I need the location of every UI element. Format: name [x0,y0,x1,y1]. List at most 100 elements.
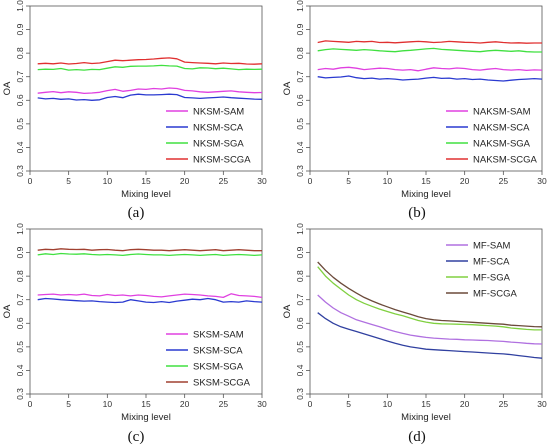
series-line-sksm-sga [37,252,263,257]
series-line-nksm-sga [37,64,263,71]
legend-label: NAKSM-SCA [473,123,530,134]
y-tick-label: 0.9 [295,23,305,35]
y-tick-label: 0.8 [15,47,25,59]
legend-label: SKSM-SCA [193,346,243,357]
plot-frame [309,228,543,395]
series-line-nksm-sam [37,87,263,95]
x-tick-label: 5 [346,176,351,186]
x-tick-label: 10 [383,176,393,186]
chart-panel-1: 0.3 0.4 0.5 0.6 0.7 0.8 0.9 1.0 0 5 10 15 20 25 30 Mixi… [2,0,267,221]
legend: NAKSM-SAM NAKSM-SCA NAKSM-SGA NAKSM-SCGA [446,107,538,166]
x-tick-label: 0 [28,399,33,409]
y-tick-label: 0.7 [295,294,305,306]
series-line-nksm-sca [37,93,263,101]
x-tick-label: 30 [257,176,267,186]
x-tick-label: 20 [180,176,190,186]
series-line-mf-sga [317,266,542,331]
y-tick-label: 0.6 [295,317,305,329]
x-tick-label: 30 [537,399,547,409]
legend-label: MF-SAM [473,241,511,252]
y-tick-label: 0.4 [295,364,305,376]
y-tick-label: 1.0 [295,223,305,235]
x-tick-label: 10 [103,399,113,409]
series-line-sksm-scga [37,248,262,252]
panel-caption: (d) [408,429,426,445]
x-axis-label: Mixing level [121,412,171,423]
y-tick-label: 1.0 [15,223,25,235]
legend-label: MF-SCA [473,257,510,268]
panel-caption: (b) [408,205,426,221]
legend-label: NKSM-SCA [193,123,244,134]
y-tick-label: 0.9 [15,23,25,35]
x-tick-label: 15 [421,399,431,409]
x-tick-label: 0 [308,176,313,186]
legend-label: SKSM-SAM [193,330,244,341]
y-tick-label: 0.8 [295,270,305,282]
x-tick-label: 15 [141,176,151,186]
legend: MF-SAM MF-SCA MF-SGA MF-SCGA [446,241,517,300]
legend: SKSM-SAM SKSM-SCA SKSM-SGA SKSM-SCGA [166,330,251,389]
y-tick-label: 0.7 [15,294,25,306]
x-tick-label: 5 [66,176,71,186]
legend: NKSM-SAM NKSM-SCA NKSM-SGA NKSM-SCGA [166,107,251,166]
y-tick-label: 0.4 [295,141,305,153]
y-tick-label: 1.0 [15,0,25,12]
y-axis-label: OA [282,81,293,95]
y-tick-label: 0.6 [295,94,305,106]
legend-label: SKSM-SGA [193,362,244,373]
x-axis-label: Mixing level [121,189,171,200]
y-tick-label: 0.5 [295,118,305,130]
x-axis-label: Mixing level [401,189,451,200]
legend-label: NAKSM-SAM [473,107,531,118]
y-tick-label: 0.6 [15,317,25,329]
y-tick-label: 0.9 [295,246,305,258]
series-line-naksm-sca [317,75,543,82]
x-tick-label: 25 [219,176,229,186]
legend-label: NKSM-SGA [193,139,244,150]
series-line-naksm-scga [317,40,542,44]
y-tick-label: 0.3 [295,388,305,400]
x-tick-label: 20 [460,176,470,186]
x-tick-label: 0 [308,399,313,409]
series-line-mf-sam [317,294,543,345]
x-tick-label: 0 [28,176,33,186]
x-tick-label: 30 [537,176,547,186]
y-tick-label: 0.8 [15,270,25,282]
x-tick-label: 25 [499,399,509,409]
x-tick-label: 30 [257,399,267,409]
series-line-sksm-sam [37,293,263,299]
legend-label: NKSM-SAM [193,107,244,118]
y-axis-label: OA [2,304,13,318]
y-tick-label: 0.9 [15,246,25,258]
y-tick-label: 0.7 [15,71,25,83]
x-tick-label: 10 [383,399,393,409]
x-tick-label: 15 [421,176,431,186]
panel-caption: (c) [128,429,145,445]
y-tick-label: 0.7 [295,71,305,83]
series-line-nksm-scga [37,57,263,65]
legend-label: SKSM-SCGA [193,378,251,389]
x-axis-label: Mixing level [401,412,451,423]
x-tick-label: 25 [219,399,229,409]
series-line-naksm-sga [317,47,542,53]
y-tick-label: 0.4 [15,141,25,153]
y-tick-label: 1.0 [295,0,305,12]
x-tick-label: 10 [103,176,113,186]
series-line-mf-scga [317,261,543,328]
x-tick-label: 20 [180,399,190,409]
y-axis-label: OA [282,304,293,318]
y-tick-label: 0.5 [295,341,305,353]
y-tick-label: 0.3 [15,388,25,400]
x-tick-label: 5 [66,399,71,409]
y-tick-label: 0.3 [295,165,305,177]
legend-label: NAKSM-SGA [473,139,531,150]
legend-label: NAKSM-SCGA [473,155,538,166]
y-tick-label: 0.8 [295,47,305,59]
chart-panel-4: 0.3 0.4 0.5 0.6 0.7 0.8 0.9 1.0 0 5 10 15 20 25 30 Mixi… [282,223,547,445]
series-line-sksm-sca [37,297,263,304]
x-tick-label: 15 [141,399,151,409]
legend-label: MF-SCGA [473,289,517,300]
y-axis-label: OA [2,81,13,95]
legend-label: NKSM-SCGA [193,155,251,166]
